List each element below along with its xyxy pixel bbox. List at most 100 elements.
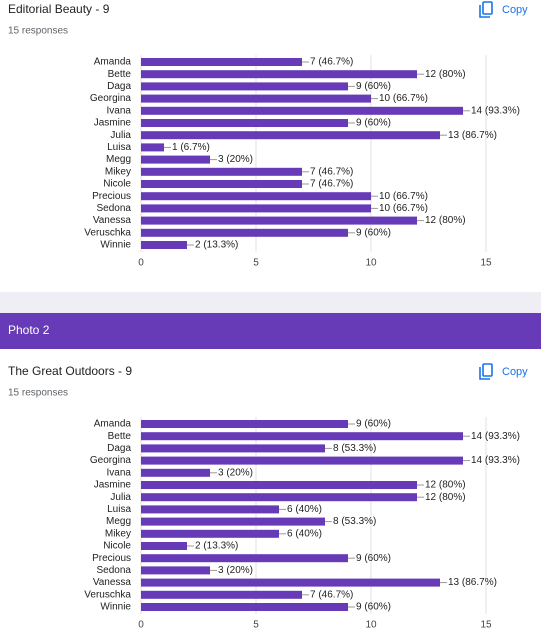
x-tick-label: 10 xyxy=(365,258,377,269)
category-label: Megg xyxy=(106,516,131,527)
bar xyxy=(141,456,463,465)
category-label: Jasmine xyxy=(94,480,132,491)
value-label: 7 (46.7%) xyxy=(310,166,353,177)
category-label: Julia xyxy=(110,130,131,141)
bar xyxy=(141,70,417,79)
value-label: 10 (66.7%) xyxy=(379,93,428,104)
bar xyxy=(141,131,440,140)
value-label: 6 (40%) xyxy=(287,504,322,515)
value-label: 10 (66.7%) xyxy=(379,191,428,202)
copy-icon xyxy=(482,363,493,377)
category-label: Amanda xyxy=(94,57,132,68)
bar xyxy=(141,505,279,514)
category-label: Precious xyxy=(92,553,131,564)
bar xyxy=(141,529,279,538)
value-label: 12 (80%) xyxy=(425,480,466,491)
value-label: 7 (46.7%) xyxy=(310,589,353,600)
category-label: Sedona xyxy=(97,203,132,214)
section-title: Photo 2 xyxy=(8,323,50,337)
bar xyxy=(141,167,302,176)
x-tick-label: 15 xyxy=(480,620,492,631)
section-header xyxy=(0,313,541,349)
bar xyxy=(141,192,371,201)
value-label: 12 (80%) xyxy=(425,492,466,503)
x-tick-label: 15 xyxy=(480,258,492,269)
bar xyxy=(141,58,302,66)
response-count: 15 responses xyxy=(8,388,68,399)
value-label: 10 (66.7%) xyxy=(379,203,428,214)
category-label: Amanda xyxy=(94,419,132,430)
value-label: 7 (46.7%) xyxy=(310,57,353,68)
copy-button[interactable]: Copy xyxy=(479,363,528,380)
value-label: 2 (13.3%) xyxy=(195,240,238,251)
value-label: 3 (20%) xyxy=(218,154,253,165)
value-label: 14 (93.3%) xyxy=(471,431,520,442)
category-label: Bette xyxy=(108,69,132,80)
category-label: Jasmine xyxy=(94,118,132,129)
category-label: Nicole xyxy=(103,179,131,190)
x-tick-label: 5 xyxy=(253,258,259,269)
value-label: 8 (53.3%) xyxy=(333,443,376,454)
section-gap xyxy=(0,292,541,313)
value-label: 14 (93.3%) xyxy=(471,455,520,466)
value-label: 9 (60%) xyxy=(356,81,391,92)
value-label: 9 (60%) xyxy=(356,419,391,430)
value-label: 9 (60%) xyxy=(356,602,391,613)
value-label: 14 (93.3%) xyxy=(471,105,520,116)
value-label: 12 (80%) xyxy=(425,215,466,226)
x-tick-label: 5 xyxy=(253,620,259,631)
value-label: 9 (60%) xyxy=(356,553,391,564)
category-label: Vanessa xyxy=(93,215,132,226)
value-label: 9 (60%) xyxy=(356,227,391,238)
bar xyxy=(141,155,210,164)
copy-button[interactable]: Copy xyxy=(479,1,528,18)
bar xyxy=(141,94,371,103)
value-label: 13 (86.7%) xyxy=(448,130,497,141)
bar xyxy=(141,106,463,115)
copy-label: Copy xyxy=(502,4,528,16)
bar xyxy=(141,603,348,611)
chart-title: Editorial Beauty - 9 xyxy=(8,2,110,16)
value-label: 1 (6.7%) xyxy=(172,142,210,153)
category-label: Veruschka xyxy=(84,227,131,238)
category-label: Daga xyxy=(107,81,131,92)
bar xyxy=(141,542,187,550)
category-label: Julia xyxy=(110,492,131,503)
category-label: Georgina xyxy=(90,93,132,104)
category-label: Luisa xyxy=(107,142,131,153)
bar xyxy=(141,420,348,428)
response-count: 15 responses xyxy=(8,26,68,37)
category-label: Megg xyxy=(106,154,131,165)
x-tick-label: 0 xyxy=(138,258,144,269)
value-label: 3 (20%) xyxy=(218,467,253,478)
bar xyxy=(141,143,164,152)
copy-label: Copy xyxy=(502,366,528,378)
category-label: Precious xyxy=(92,191,131,202)
bar xyxy=(141,119,348,127)
category-label: Nicole xyxy=(103,541,131,552)
bar xyxy=(141,180,302,188)
category-label: Luisa xyxy=(107,504,131,515)
category-label: Winnie xyxy=(100,240,131,251)
bar xyxy=(141,241,187,249)
value-label: 6 (40%) xyxy=(287,528,322,539)
category-label: Georgina xyxy=(90,455,132,466)
bar xyxy=(141,590,302,599)
value-label: 2 (13.3%) xyxy=(195,541,238,552)
value-label: 13 (86.7%) xyxy=(448,577,497,588)
bar xyxy=(141,432,463,441)
bar xyxy=(141,554,348,563)
category-label: Ivana xyxy=(107,105,132,116)
bar xyxy=(141,578,440,587)
bar xyxy=(141,468,210,477)
chart-title: The Great Outdoors - 9 xyxy=(8,364,132,378)
category-label: Veruschka xyxy=(84,589,131,600)
bar xyxy=(141,517,325,526)
category-label: Sedona xyxy=(97,565,132,576)
value-label: 8 (53.3%) xyxy=(333,516,376,527)
bar xyxy=(141,216,417,225)
x-tick-label: 10 xyxy=(365,620,377,631)
category-label: Mikey xyxy=(105,166,131,177)
bar xyxy=(141,493,417,502)
